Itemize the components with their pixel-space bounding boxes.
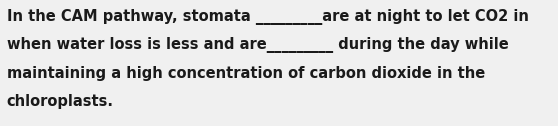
Text: chloroplasts.: chloroplasts. xyxy=(7,94,114,109)
Text: In the CAM pathway, stomata _________are at night to let CO2 in: In the CAM pathway, stomata _________are… xyxy=(7,9,528,25)
Text: when water loss is less and are_________ during the day while: when water loss is less and are_________… xyxy=(7,37,508,53)
Text: maintaining a high concentration of carbon dioxide in the: maintaining a high concentration of carb… xyxy=(7,66,485,81)
